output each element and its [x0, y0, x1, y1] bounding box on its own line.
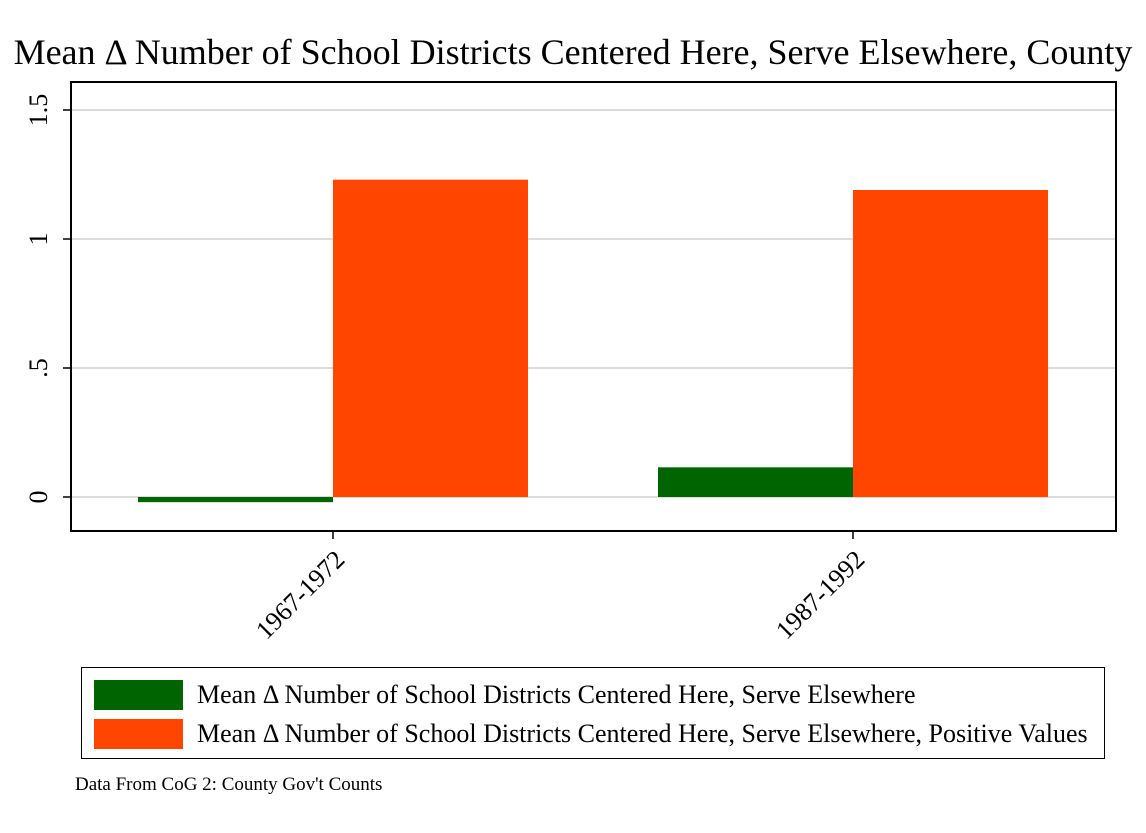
legend-label-series-2: Mean Δ Number of School Districts Center… [197, 719, 1088, 748]
y-axis: 0 .5 1 1.5 [24, 94, 71, 504]
source-note: Data From CoG 2: County Gov't Counts [75, 774, 383, 795]
legend: Mean Δ Number of School Districts Center… [81, 667, 1105, 759]
y-tick-label: 1 [24, 233, 53, 246]
bar-series-2-1967-1972 [333, 179, 528, 497]
y-tick-label: .5 [24, 358, 53, 378]
legend-label-series-1: Mean Δ Number of School Districts Center… [197, 680, 916, 709]
plot-frame [70, 81, 1117, 532]
x-tick-label: 1987-1992 [770, 545, 870, 645]
legend-swatch-series-2 [94, 719, 183, 749]
bar-series-1-1967-1972 [138, 497, 333, 503]
bar-series-2-1987-1992 [853, 189, 1048, 498]
x-tick-label: 1967-1972 [250, 545, 350, 645]
legend-item-series-1: Mean Δ Number of School Districts Center… [94, 680, 916, 710]
bar-series-1-1987-1992 [658, 467, 853, 497]
bars [138, 179, 1048, 503]
legend-item-series-2: Mean Δ Number of School Districts Center… [94, 719, 1088, 749]
bar-chart: 0 .5 1 1.5 1967-1972 1987-1992 [24, 81, 1117, 645]
y-tick-label: 0 [24, 491, 53, 504]
chart-title: Mean Δ Number of School Districts Center… [13, 32, 1133, 72]
x-axis: 1967-1972 1987-1992 [250, 531, 870, 645]
y-tick-label: 1.5 [24, 94, 53, 127]
legend-swatch-series-1 [94, 680, 183, 710]
